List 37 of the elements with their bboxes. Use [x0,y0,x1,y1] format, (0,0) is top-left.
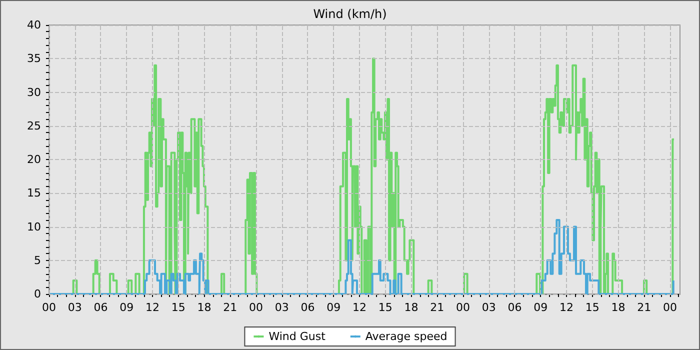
x-tick-label: 21 [637,301,652,314]
y-tick-label: 10 [27,220,41,234]
y-tick-label: 5 [34,254,41,267]
chart-title: Wind (km/h) [313,7,387,21]
x-tick-label: 12 [146,301,160,314]
x-tick-label: 18 [404,301,418,314]
x-tick-label: 09 [326,301,341,314]
x-tick-label: 00 [249,301,263,314]
x-tick-label: 18 [197,301,212,314]
legend-label: Wind Gust [268,330,326,343]
x-tick-label: 21 [223,301,238,314]
y-tick-label: 0 [34,288,41,300]
x-tick-label: 03 [68,301,82,314]
x-tick-label: 12 [559,301,574,314]
x-tick-label: 09 [120,301,134,314]
x-tick-label: 09 [534,301,548,314]
x-tick-label: 03 [482,301,496,314]
y-tick-label: 40 [27,18,41,32]
x-tick-label: 12 [352,301,366,314]
y-tick-label: 20 [27,153,41,166]
x-tick-label: 15 [171,301,186,314]
y-tick-label: 30 [27,86,41,99]
legend-label: Average speed [365,330,448,343]
x-tick-label: 03 [274,301,289,314]
y-tick-label: 35 [27,52,41,66]
x-tick-label: 06 [300,301,315,314]
x-tick-label: 06 [94,301,108,314]
x-tick-label: 15 [585,301,600,314]
y-tick-label: 25 [27,119,41,132]
x-tick-label: 18 [611,301,626,314]
y-tick-label: 15 [27,186,41,200]
x-tick-label: 00 [456,301,470,314]
x-tick-label: 06 [508,301,522,314]
x-tick-label: 15 [378,301,392,314]
x-tick-label: 00 [662,301,677,314]
x-tick-label: 00 [42,301,56,314]
x-tick-label: 21 [430,301,444,314]
